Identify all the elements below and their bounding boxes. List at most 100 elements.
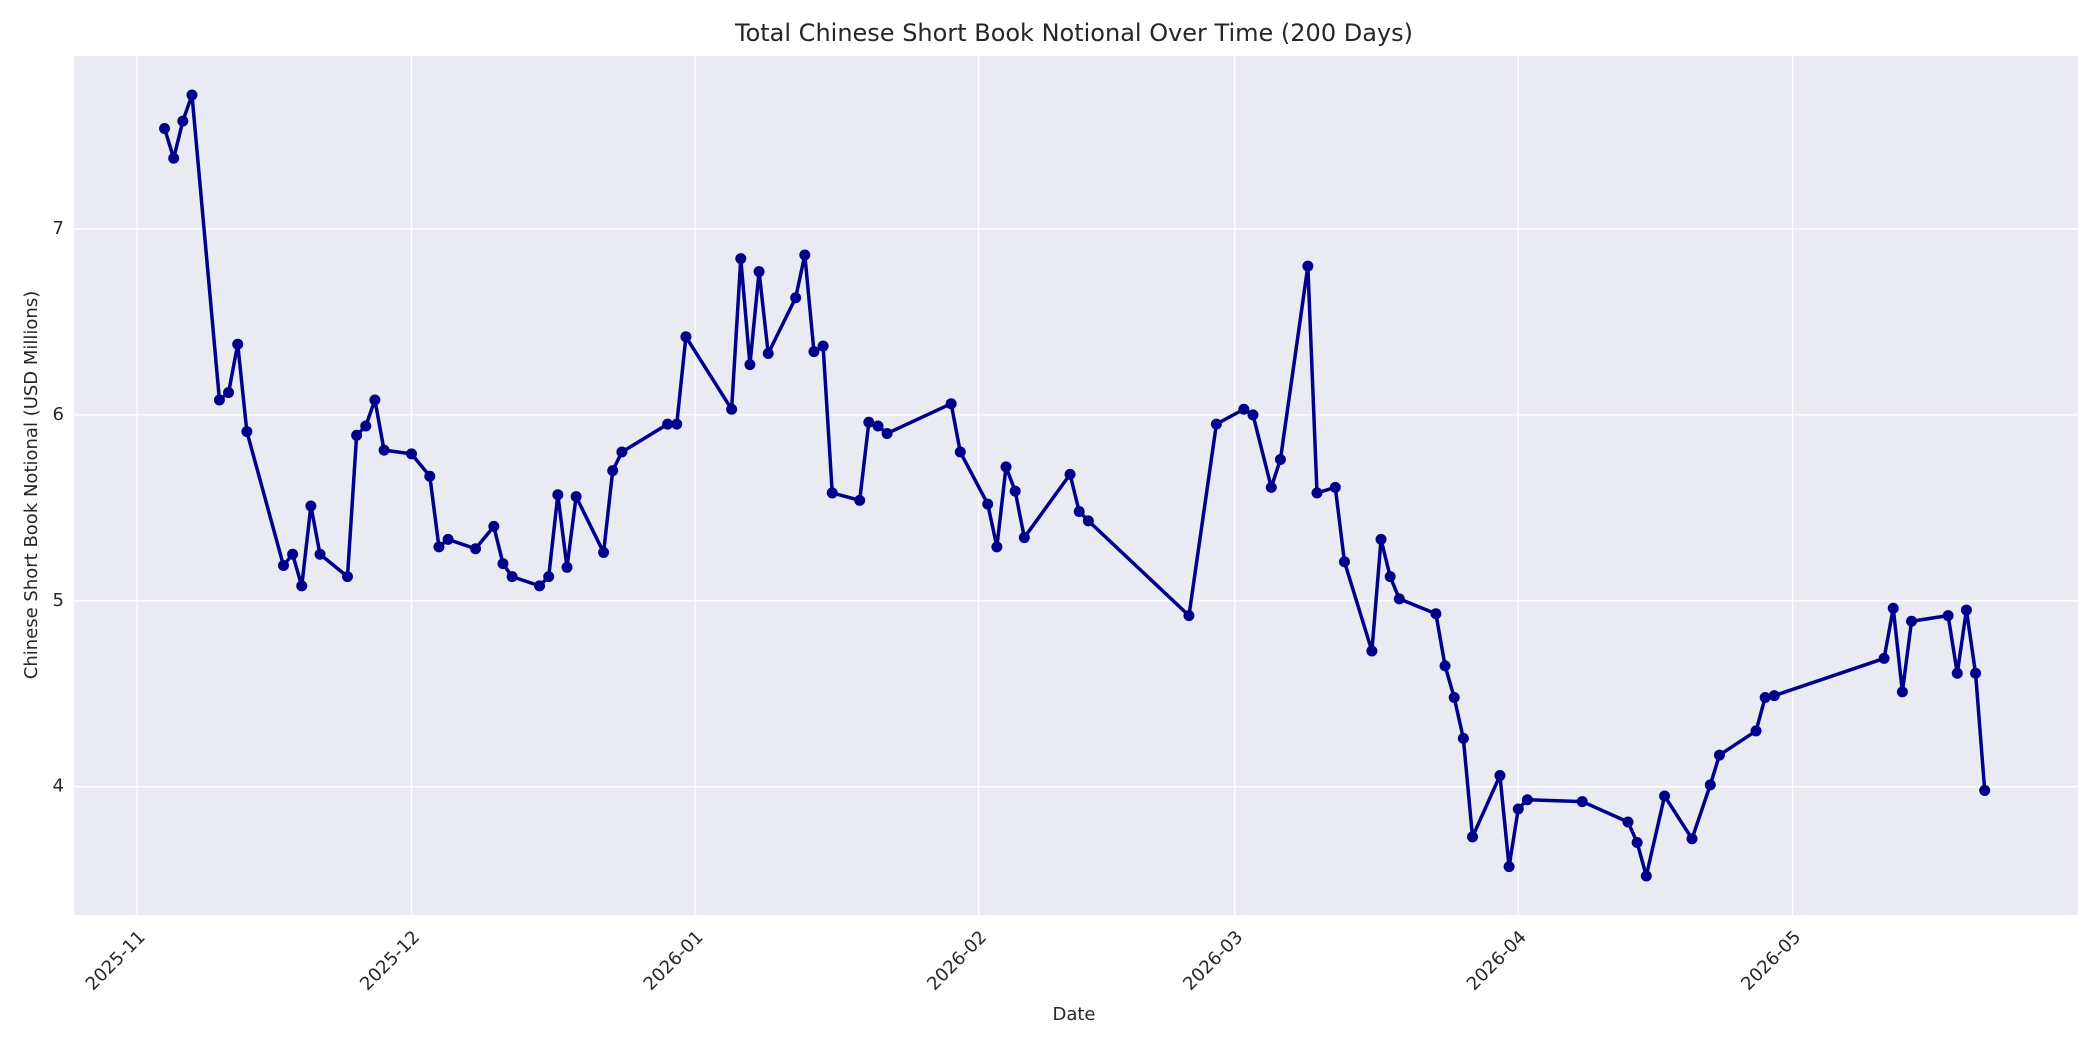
data-point bbox=[872, 420, 884, 432]
data-point bbox=[186, 89, 198, 101]
plot-area bbox=[74, 56, 2078, 915]
data-point bbox=[241, 426, 253, 438]
data-point bbox=[616, 446, 628, 458]
y-tick-label: 5 bbox=[53, 590, 64, 611]
data-point bbox=[1942, 610, 1954, 622]
data-point bbox=[1210, 418, 1222, 430]
data-point bbox=[1503, 861, 1515, 873]
data-point bbox=[442, 533, 454, 545]
data-point bbox=[497, 558, 509, 570]
data-point bbox=[1439, 660, 1451, 672]
data-point bbox=[1622, 816, 1634, 828]
data-point bbox=[1878, 652, 1890, 664]
data-point bbox=[159, 123, 171, 135]
data-point bbox=[744, 359, 756, 371]
data-point bbox=[991, 541, 1003, 553]
data-point bbox=[1000, 461, 1012, 473]
x-tick-label: 2025-12 bbox=[356, 927, 424, 995]
data-point bbox=[607, 465, 619, 477]
data-point bbox=[854, 494, 866, 506]
data-point bbox=[881, 427, 893, 439]
y-tick-label: 6 bbox=[53, 404, 64, 425]
data-point bbox=[1951, 667, 1963, 679]
data-point bbox=[506, 571, 518, 583]
data-point bbox=[1750, 725, 1762, 737]
data-point bbox=[735, 253, 747, 265]
x-tick-label: 2025-11 bbox=[82, 927, 150, 995]
data-point bbox=[1009, 485, 1021, 497]
data-point bbox=[1375, 533, 1387, 545]
data-point bbox=[1713, 749, 1725, 761]
data-point bbox=[277, 559, 289, 571]
data-point bbox=[1521, 794, 1533, 806]
data-point bbox=[305, 500, 317, 512]
data-point bbox=[369, 394, 381, 406]
y-tick-label: 7 bbox=[53, 218, 64, 239]
data-point bbox=[1064, 468, 1076, 480]
data-point bbox=[341, 571, 353, 583]
data-point bbox=[1338, 556, 1350, 568]
data-point bbox=[561, 561, 573, 573]
data-point bbox=[1430, 608, 1442, 620]
data-point bbox=[296, 580, 308, 592]
data-point bbox=[1082, 515, 1094, 527]
data-point bbox=[1366, 645, 1378, 657]
x-tick-label: 2026-01 bbox=[640, 927, 708, 995]
x-tick-label: 2026-04 bbox=[1463, 927, 1531, 995]
data-point bbox=[1274, 453, 1286, 465]
data-point bbox=[1384, 571, 1396, 583]
data-point bbox=[406, 448, 418, 460]
data-point bbox=[1302, 260, 1314, 272]
data-point bbox=[543, 571, 555, 583]
data-point bbox=[1704, 779, 1716, 791]
data-point bbox=[826, 487, 838, 499]
data-point bbox=[762, 347, 774, 359]
data-point bbox=[1512, 803, 1524, 815]
data-point bbox=[671, 418, 683, 430]
data-point bbox=[552, 489, 564, 501]
data-point bbox=[177, 115, 189, 127]
data-point bbox=[1311, 487, 1323, 499]
data-point bbox=[1906, 615, 1918, 627]
data-point bbox=[1247, 409, 1259, 421]
data-point bbox=[314, 548, 326, 560]
data-point bbox=[799, 249, 811, 261]
data-point bbox=[1018, 532, 1030, 544]
data-point bbox=[598, 546, 610, 558]
data-point bbox=[982, 498, 994, 510]
chart-title: Total Chinese Short Book Notional Over T… bbox=[734, 19, 1413, 47]
data-point bbox=[1238, 403, 1250, 415]
data-point bbox=[662, 418, 674, 430]
data-point bbox=[1768, 690, 1780, 702]
data-point bbox=[945, 398, 957, 410]
data-point bbox=[488, 520, 500, 532]
data-point bbox=[1183, 610, 1195, 622]
data-point bbox=[433, 541, 445, 553]
data-point bbox=[534, 580, 546, 592]
data-point bbox=[1631, 836, 1643, 848]
data-point bbox=[1640, 870, 1652, 882]
data-point bbox=[726, 403, 738, 415]
x-tick-label: 2026-05 bbox=[1737, 927, 1805, 995]
data-point bbox=[1494, 770, 1506, 782]
data-point bbox=[1467, 831, 1479, 843]
y-axis-label: Chinese Short Book Notional (USD Million… bbox=[21, 291, 42, 679]
data-point bbox=[753, 266, 765, 278]
x-tick-label: 2026-03 bbox=[1179, 927, 1247, 995]
data-point bbox=[1686, 833, 1698, 845]
data-point bbox=[1659, 790, 1671, 802]
data-point bbox=[424, 470, 436, 482]
y-tick-label: 4 bbox=[53, 776, 64, 797]
data-point bbox=[1448, 691, 1460, 703]
data-point bbox=[808, 346, 820, 358]
data-point bbox=[287, 548, 299, 560]
data-point bbox=[378, 444, 390, 456]
data-point bbox=[213, 394, 225, 406]
data-point bbox=[1896, 686, 1908, 698]
data-point bbox=[168, 152, 180, 164]
data-point bbox=[1979, 784, 1991, 796]
data-point bbox=[470, 543, 482, 555]
data-point bbox=[1970, 667, 1982, 679]
